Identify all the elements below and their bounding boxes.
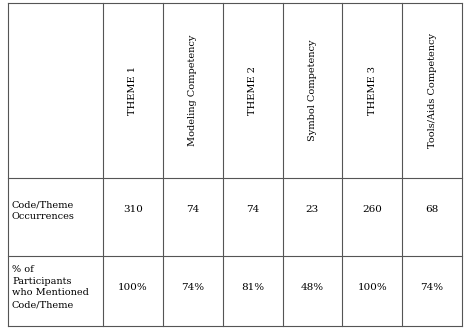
Text: 81%: 81% xyxy=(241,282,264,292)
Text: 310: 310 xyxy=(123,204,143,214)
Text: 74%: 74% xyxy=(421,282,444,292)
Text: 68: 68 xyxy=(425,204,439,214)
Text: 74%: 74% xyxy=(181,282,205,292)
Text: 260: 260 xyxy=(362,204,382,214)
Text: Modeling Competency: Modeling Competency xyxy=(188,35,197,146)
Text: 100%: 100% xyxy=(118,282,148,292)
Text: 74: 74 xyxy=(246,204,259,214)
Text: THEME 2: THEME 2 xyxy=(248,66,257,115)
Text: 74: 74 xyxy=(186,204,199,214)
Text: Symbol Competency: Symbol Competency xyxy=(308,40,317,141)
Text: 23: 23 xyxy=(306,204,319,214)
Text: THEME 3: THEME 3 xyxy=(368,66,377,115)
Text: % of
Participants
who Mentioned
Code/Theme: % of Participants who Mentioned Code/The… xyxy=(12,265,89,309)
Text: 100%: 100% xyxy=(358,282,387,292)
Text: THEME 1: THEME 1 xyxy=(128,66,138,115)
Text: 48%: 48% xyxy=(301,282,324,292)
Text: Tools/Aids Competency: Tools/Aids Competency xyxy=(428,33,437,148)
Text: Code/Theme
Occurrences: Code/Theme Occurrences xyxy=(12,201,75,221)
